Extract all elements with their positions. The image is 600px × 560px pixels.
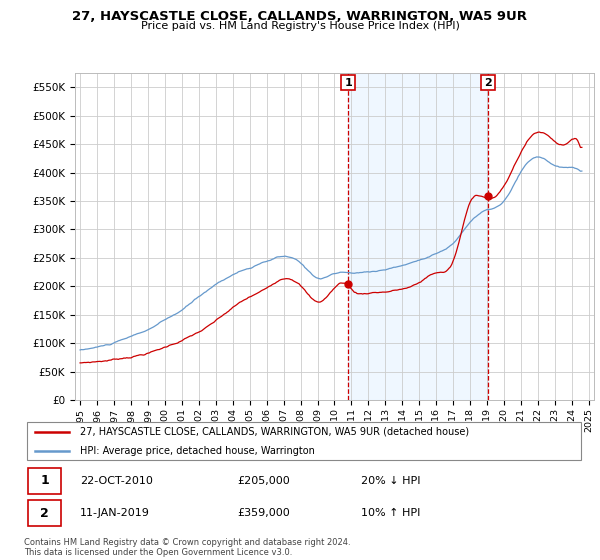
FancyBboxPatch shape <box>28 468 61 494</box>
Text: 11-JAN-2019: 11-JAN-2019 <box>80 508 150 518</box>
Text: 22-OCT-2010: 22-OCT-2010 <box>80 476 153 486</box>
FancyBboxPatch shape <box>27 422 581 460</box>
Text: 1: 1 <box>344 78 352 88</box>
Text: £359,000: £359,000 <box>237 508 290 518</box>
Text: HPI: Average price, detached house, Warrington: HPI: Average price, detached house, Warr… <box>80 446 315 456</box>
Text: 10% ↑ HPI: 10% ↑ HPI <box>361 508 420 518</box>
FancyBboxPatch shape <box>28 500 61 526</box>
Text: 2: 2 <box>40 507 49 520</box>
Text: 20% ↓ HPI: 20% ↓ HPI <box>361 476 420 486</box>
Text: 27, HAYSCASTLE CLOSE, CALLANDS, WARRINGTON, WA5 9UR (detached house): 27, HAYSCASTLE CLOSE, CALLANDS, WARRINGT… <box>80 427 469 437</box>
Text: 1: 1 <box>40 474 49 487</box>
Bar <box>348 73 488 400</box>
Text: 27, HAYSCASTLE CLOSE, CALLANDS, WARRINGTON, WA5 9UR: 27, HAYSCASTLE CLOSE, CALLANDS, WARRINGT… <box>73 10 527 23</box>
Text: Price paid vs. HM Land Registry's House Price Index (HPI): Price paid vs. HM Land Registry's House … <box>140 21 460 31</box>
Text: Contains HM Land Registry data © Crown copyright and database right 2024.
This d: Contains HM Land Registry data © Crown c… <box>24 538 350 557</box>
Text: £205,000: £205,000 <box>237 476 290 486</box>
Text: 2: 2 <box>484 78 492 88</box>
